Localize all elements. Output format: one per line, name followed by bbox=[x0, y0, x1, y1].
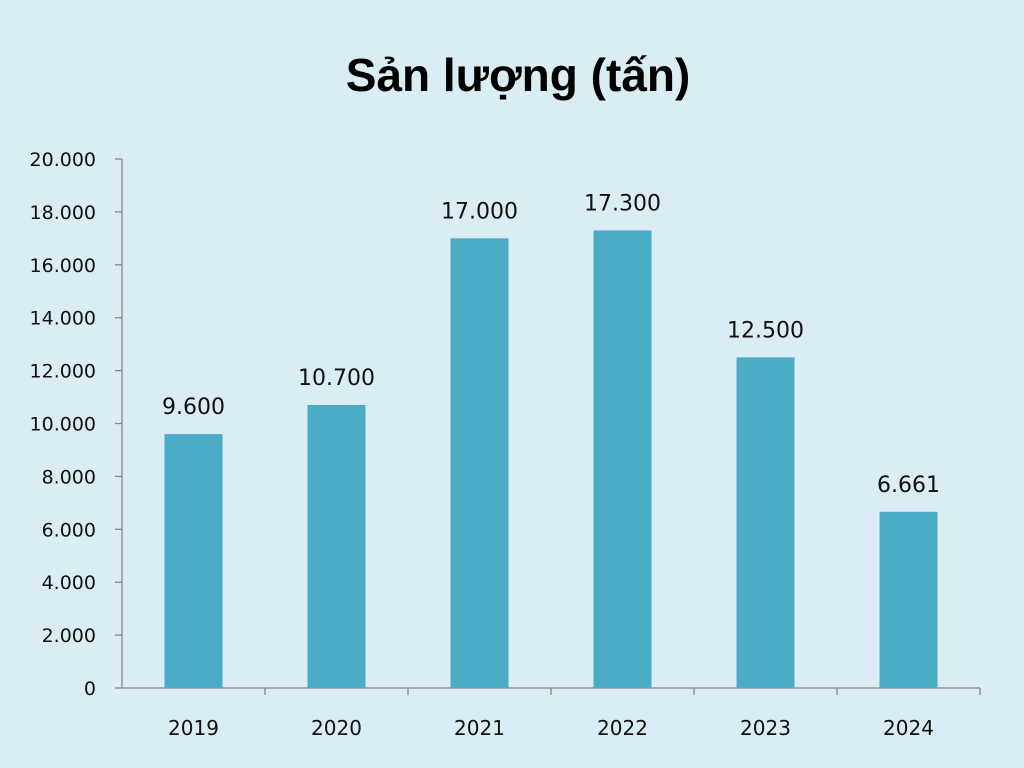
y-tick-label: 6.000 bbox=[42, 519, 96, 541]
x-tick-label: 2020 bbox=[311, 716, 362, 740]
data-label: 17.000 bbox=[441, 199, 518, 224]
data-label: 17.300 bbox=[584, 191, 661, 216]
y-tick-label: 10.000 bbox=[30, 414, 96, 436]
y-tick-label: 12.000 bbox=[30, 361, 96, 383]
y-tick-label: 14.000 bbox=[30, 308, 96, 330]
y-tick-label: 0 bbox=[84, 678, 96, 700]
x-tick-label: 2021 bbox=[454, 716, 505, 740]
bar bbox=[593, 230, 652, 689]
chart-title: Sản lượng (tấn) bbox=[345, 49, 691, 101]
y-tick-label: 4.000 bbox=[42, 572, 96, 594]
data-label: 12.500 bbox=[727, 318, 804, 343]
y-tick-label: 18.000 bbox=[30, 202, 96, 224]
data-label: 6.661 bbox=[877, 473, 940, 498]
bar bbox=[307, 404, 366, 688]
x-tick-label: 2023 bbox=[740, 716, 791, 740]
bar bbox=[879, 511, 938, 688]
y-tick-label: 16.000 bbox=[30, 255, 96, 277]
data-label: 9.600 bbox=[162, 395, 225, 420]
y-tick-label: 8.000 bbox=[42, 466, 96, 488]
x-tick-label: 2019 bbox=[168, 716, 219, 740]
data-label: 10.700 bbox=[298, 366, 375, 391]
bar bbox=[736, 357, 795, 688]
bar bbox=[450, 238, 509, 688]
bar bbox=[164, 434, 223, 688]
x-tick-label: 2024 bbox=[883, 716, 934, 740]
y-tick-label: 20.000 bbox=[30, 149, 96, 171]
x-tick-label: 2022 bbox=[597, 716, 648, 740]
y-tick-label: 2.000 bbox=[42, 625, 96, 647]
